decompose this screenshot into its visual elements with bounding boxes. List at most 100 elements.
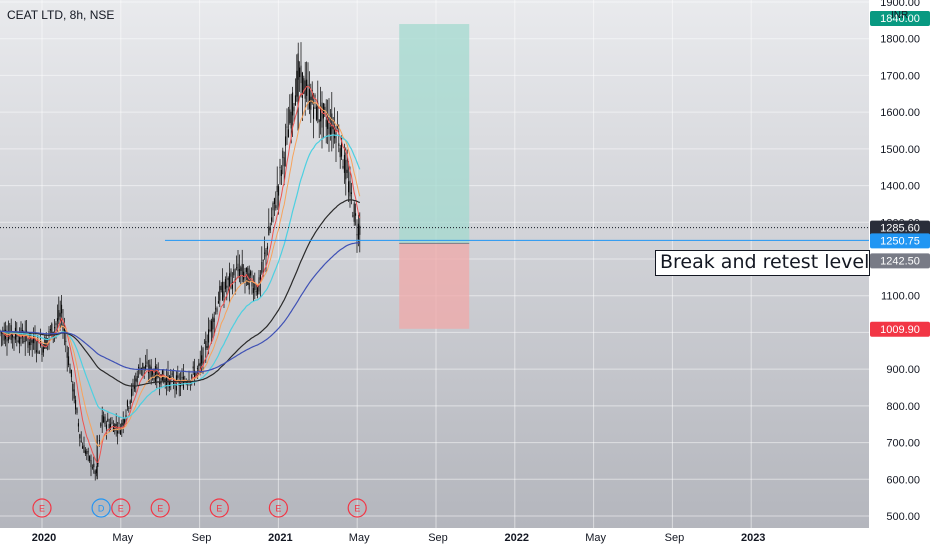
candle-body — [194, 370, 196, 379]
candle-body — [30, 332, 32, 346]
candle-body — [3, 329, 5, 341]
candle-body — [72, 384, 74, 392]
candle-body — [257, 284, 259, 295]
candle-body — [185, 381, 187, 384]
y-tick-label: 1700.00 — [880, 70, 920, 82]
candle-body — [216, 308, 218, 312]
candle-body — [49, 329, 51, 331]
price-label-text: 1840.00 — [880, 13, 920, 25]
candle-body — [0, 331, 1, 333]
candle-body — [80, 440, 82, 442]
candle-body — [17, 340, 19, 342]
candle-body — [86, 451, 88, 454]
y-tick-label: 1100.00 — [881, 291, 920, 303]
candle-body — [135, 378, 137, 382]
candle-body — [355, 213, 357, 216]
dividend-marker: D — [91, 498, 111, 518]
dividend-marker-label: D — [98, 504, 105, 514]
earnings-marker-label: E — [157, 504, 163, 514]
earnings-marker-ring — [268, 498, 288, 518]
candle-body — [94, 470, 96, 475]
candle-body — [315, 106, 317, 120]
candle-body — [192, 366, 194, 369]
candle-body — [202, 348, 204, 365]
candle-body — [222, 281, 224, 300]
candle-body — [292, 92, 294, 116]
candle-body — [286, 126, 288, 128]
symbol-title: CEAT LTD, 8h, NSE — [7, 8, 115, 22]
candle-body — [73, 389, 75, 399]
candle-body — [203, 342, 205, 344]
candle-body — [31, 340, 33, 343]
candle-body — [138, 366, 140, 369]
candle-body — [70, 369, 72, 378]
candle-body — [318, 119, 320, 123]
candle-body — [110, 423, 112, 428]
candle-body — [212, 316, 214, 330]
candle-body — [264, 252, 266, 254]
candle-body — [205, 340, 207, 350]
candle-body — [243, 271, 245, 280]
candle-body — [321, 102, 323, 128]
candle-body — [159, 382, 161, 385]
candle-body — [261, 261, 263, 273]
candle-body — [79, 434, 81, 439]
earnings-marker: E — [347, 498, 367, 518]
candle-body — [47, 338, 49, 340]
earnings-marker: E — [268, 498, 288, 518]
candle-body — [61, 304, 63, 314]
candle-body — [208, 329, 210, 343]
candle-body — [287, 129, 289, 138]
candle-body — [150, 366, 152, 377]
candle-body — [230, 271, 232, 277]
candle-body — [275, 205, 277, 209]
candle-body — [45, 337, 47, 348]
candles — [0, 42, 361, 481]
time-axis-panel — [0, 528, 869, 550]
earnings-marker-ring — [111, 498, 131, 518]
x-tick-label: May — [112, 532, 133, 544]
candle-body — [28, 341, 30, 346]
candle-body — [240, 267, 242, 271]
candle-body — [301, 72, 303, 98]
candle-body — [241, 263, 243, 276]
candle-body — [100, 423, 102, 427]
price-label-text: 1250.75 — [880, 235, 920, 247]
price-label-bg — [870, 321, 930, 337]
candle-body — [331, 113, 333, 134]
price-label-bg — [870, 11, 930, 26]
price-label-level: 1250.75 — [870, 233, 930, 249]
candle-body — [149, 364, 151, 373]
earnings-marker-ring — [150, 498, 170, 518]
y-tick-label: 1400.00 — [880, 181, 920, 193]
candle-body — [68, 356, 70, 365]
candle-body — [293, 106, 295, 112]
y-tick-label: 1900.00 — [880, 0, 920, 9]
earnings-marker-label: E — [354, 504, 360, 514]
candle-body — [62, 323, 64, 331]
candle-body — [290, 111, 292, 129]
y-tick-label: 1600.00 — [880, 107, 920, 119]
price-label-bg — [870, 233, 930, 249]
candle-body — [126, 400, 128, 407]
candle-body — [133, 385, 135, 389]
x-tick-label: 2023 — [741, 532, 765, 544]
candle-body — [160, 374, 162, 385]
candle-body — [7, 334, 9, 341]
candle-body — [213, 318, 215, 323]
candle-body — [357, 223, 359, 240]
candle-body — [296, 70, 298, 97]
candle-body — [152, 370, 154, 375]
candle-body — [265, 249, 267, 257]
annotation-break-retest[interactable]: Break and retest level — [655, 250, 870, 276]
ema-mid-line — [0, 100, 361, 447]
profit-zone — [399, 24, 470, 244]
candle-body — [314, 94, 316, 99]
candle-body — [111, 422, 113, 424]
candle-body — [338, 143, 340, 146]
candle-body — [343, 154, 345, 173]
y-tick-label: 500.00 — [886, 511, 920, 523]
candle-body — [223, 291, 225, 298]
candle-body — [143, 366, 145, 369]
candle-body — [283, 157, 285, 167]
